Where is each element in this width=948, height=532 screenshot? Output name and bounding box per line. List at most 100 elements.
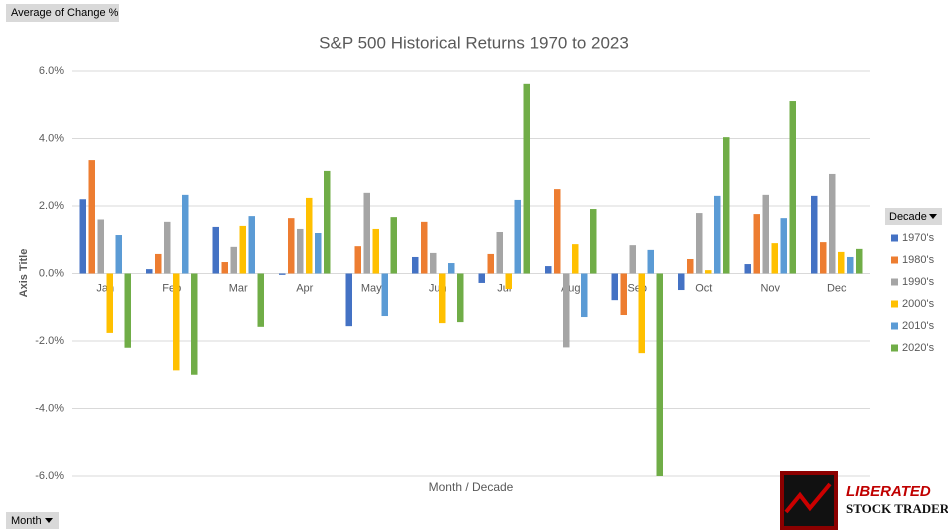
bar bbox=[629, 245, 636, 274]
bar bbox=[590, 209, 597, 274]
legend-swatch bbox=[891, 322, 898, 330]
bar bbox=[545, 266, 552, 274]
logo-arrow bbox=[784, 482, 832, 514]
y-tick-label: 0.0% bbox=[39, 267, 64, 279]
bar bbox=[390, 217, 397, 274]
y-axis-title: Axis Title bbox=[18, 249, 30, 298]
bar bbox=[439, 273, 446, 324]
legend-swatch bbox=[891, 344, 898, 352]
bar bbox=[230, 246, 237, 274]
bar bbox=[678, 273, 685, 291]
logo-line1: LIBERATED bbox=[846, 483, 931, 500]
bar bbox=[164, 221, 171, 274]
bar bbox=[656, 273, 663, 476]
y-tick-label: 2.0% bbox=[39, 200, 64, 212]
legend-swatch bbox=[891, 234, 898, 242]
bar bbox=[191, 273, 198, 375]
bar bbox=[563, 273, 570, 348]
bar bbox=[221, 262, 228, 274]
axis-field-button[interactable] bbox=[6, 512, 59, 529]
bar bbox=[496, 231, 503, 274]
bar bbox=[762, 194, 769, 274]
legend-swatch bbox=[891, 278, 898, 286]
legend-swatch bbox=[891, 300, 898, 308]
legend-label: 2000's bbox=[902, 298, 935, 310]
bar bbox=[257, 273, 264, 327]
y-tick-label: -4.0% bbox=[35, 402, 64, 414]
legend-label: 1980's bbox=[902, 254, 935, 266]
bar bbox=[714, 195, 721, 274]
bar bbox=[611, 273, 618, 301]
bar bbox=[354, 246, 361, 274]
y-tick-label: 4.0% bbox=[39, 132, 64, 144]
bar bbox=[146, 269, 153, 274]
bar bbox=[780, 218, 787, 274]
bar bbox=[829, 173, 836, 274]
y-tick-label: -2.0% bbox=[35, 335, 64, 347]
bar bbox=[811, 195, 818, 274]
bar bbox=[430, 252, 437, 274]
axis-field-label: Month bbox=[11, 515, 42, 527]
y-tick-label: -6.0% bbox=[35, 470, 64, 482]
y-tick-label: 6.0% bbox=[39, 65, 64, 77]
bar bbox=[381, 273, 388, 317]
x-tick-label: Apr bbox=[296, 282, 313, 294]
bar bbox=[820, 242, 827, 274]
bar bbox=[324, 170, 331, 274]
bar bbox=[345, 273, 352, 327]
legend-label: 2010's bbox=[902, 320, 935, 332]
bar bbox=[297, 228, 304, 274]
bar bbox=[478, 273, 485, 283]
bar bbox=[315, 233, 322, 274]
bar bbox=[771, 243, 778, 274]
x-tick-label: Oct bbox=[695, 282, 712, 294]
bar bbox=[182, 194, 189, 274]
bar bbox=[505, 273, 512, 290]
bar bbox=[457, 273, 464, 323]
bar bbox=[106, 273, 113, 333]
bar bbox=[212, 226, 219, 274]
bar bbox=[753, 214, 760, 274]
bar bbox=[88, 160, 95, 274]
bar bbox=[124, 273, 131, 348]
bar bbox=[363, 192, 370, 274]
x-tick-label: Nov bbox=[760, 282, 780, 294]
bar bbox=[487, 253, 494, 274]
legend-field-button[interactable] bbox=[885, 208, 942, 225]
chart-title: S&P 500 Historical Returns 1970 to 2023 bbox=[319, 33, 629, 52]
bar bbox=[514, 199, 521, 274]
legend-label: 1970's bbox=[902, 232, 935, 244]
bar bbox=[372, 228, 379, 274]
bar bbox=[306, 197, 313, 274]
bar bbox=[847, 256, 854, 274]
legend-label: 2020's bbox=[902, 342, 935, 354]
bar bbox=[581, 273, 588, 318]
bar bbox=[687, 258, 694, 274]
bar bbox=[838, 251, 845, 274]
values-field-button[interactable] bbox=[6, 4, 119, 22]
dropdown-arrow bbox=[929, 214, 937, 219]
values-field-label: Average of Change % bbox=[11, 7, 119, 19]
bar bbox=[723, 137, 730, 274]
x-tick-label: Mar bbox=[229, 282, 248, 294]
logo-line2: STOCK TRADER bbox=[846, 501, 948, 516]
bar bbox=[554, 189, 561, 274]
bar bbox=[239, 225, 246, 274]
bar bbox=[856, 248, 863, 274]
bar bbox=[789, 101, 796, 274]
bar bbox=[412, 256, 419, 274]
bar bbox=[115, 235, 122, 274]
bar bbox=[523, 83, 530, 274]
bar bbox=[248, 216, 255, 274]
legend-title: Decade bbox=[889, 211, 927, 223]
logo: LIBERATED STOCK TRADER bbox=[780, 471, 948, 530]
bar bbox=[448, 263, 455, 274]
x-tick-label: Dec bbox=[827, 282, 847, 294]
dropdown-arrow bbox=[45, 518, 53, 523]
bar bbox=[288, 218, 295, 274]
bar bbox=[620, 273, 627, 316]
bar bbox=[79, 199, 86, 274]
logo-inner bbox=[784, 475, 834, 526]
